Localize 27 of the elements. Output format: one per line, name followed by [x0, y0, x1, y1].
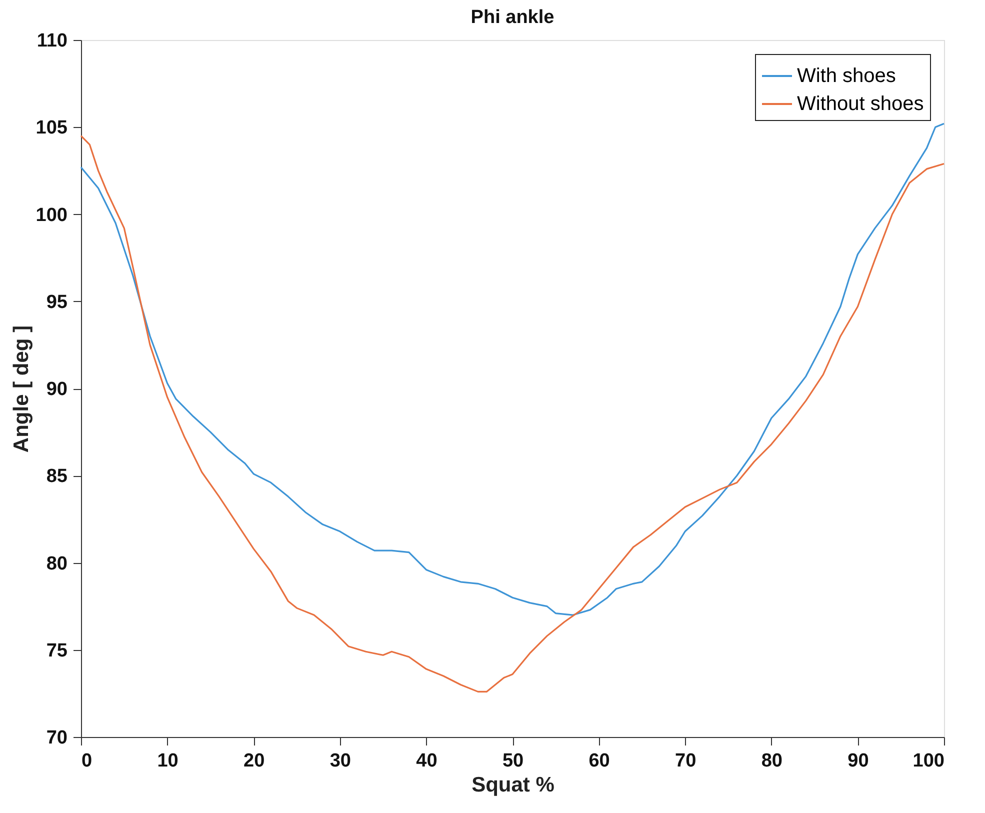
- line-series: [80, 122, 945, 616]
- y-tick-label: 75: [46, 640, 68, 662]
- x-tick-label: 60: [588, 750, 610, 772]
- x-tick-label: 20: [244, 750, 265, 772]
- y-tick-label: 70: [46, 728, 68, 748]
- x-tick-label: 100: [912, 750, 944, 772]
- x-tick-label: 80: [761, 750, 782, 772]
- y-tick-label: 110: [36, 30, 68, 52]
- y-tick-label: 95: [46, 292, 68, 313]
- y-tick-label: 90: [46, 379, 68, 400]
- y-tick-label: 105: [36, 118, 68, 139]
- x-tick-label: 90: [848, 750, 869, 772]
- y-tick-label: 100: [36, 204, 68, 226]
- x-axis-title: Squat %: [472, 774, 555, 796]
- chart-title: Phi ankle: [470, 7, 554, 28]
- legend-label: Without shoes: [797, 93, 924, 115]
- y-tick-label: 80: [46, 553, 68, 574]
- x-tick-label: 10: [157, 750, 178, 772]
- x-tick-label: 50: [502, 750, 524, 772]
- y-tick-label: 85: [46, 466, 68, 488]
- x-tick-label: 40: [416, 750, 438, 772]
- y-axis-title: Angle [ deg ]: [10, 325, 33, 453]
- line-series: [80, 135, 945, 692]
- legend-label: With shoes: [797, 65, 896, 87]
- x-tick-label: 30: [330, 750, 351, 772]
- x-tick-label: 0: [82, 750, 92, 772]
- x-tick-label: 70: [675, 750, 696, 772]
